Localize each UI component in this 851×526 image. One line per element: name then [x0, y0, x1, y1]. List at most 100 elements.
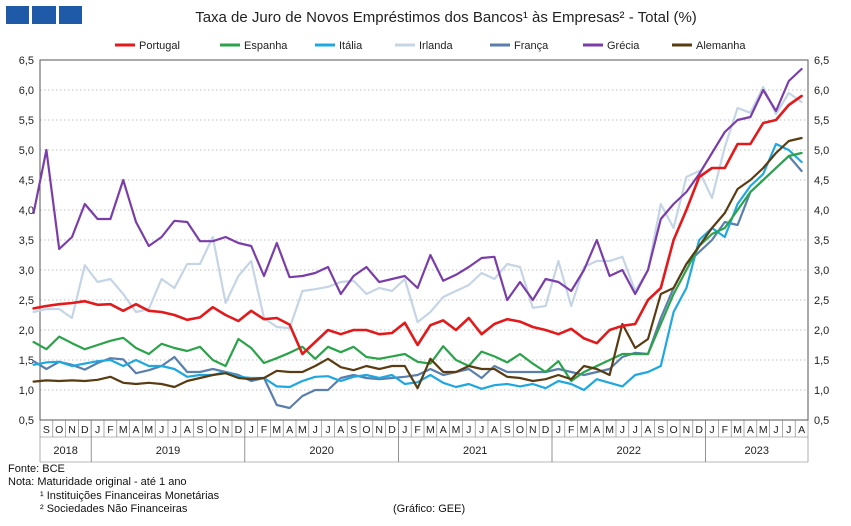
year-label: 2022 — [617, 445, 641, 457]
y-tick-label-left: 6,0 — [19, 85, 34, 97]
chart-legend: Portugal Espanha Itália Irlanda França Grécia… — [115, 40, 746, 52]
legend-label: Irlanda — [419, 40, 454, 52]
y-tick-label-right: 1,5 — [814, 355, 829, 367]
month-tick-label: M — [119, 424, 128, 436]
month-tick-label: N — [68, 424, 76, 436]
y-tick-label-right: 4,0 — [814, 205, 829, 217]
month-tick-label: A — [491, 424, 498, 436]
month-tick-label: J — [633, 424, 638, 436]
year-label: 2019 — [156, 445, 180, 457]
y-tick-label-left: 1,5 — [19, 355, 34, 367]
y-tick-label-left: 0,5 — [19, 415, 34, 427]
month-tick-label: J — [402, 424, 407, 436]
month-tick-label: M — [733, 424, 742, 436]
month-tick-label: O — [670, 424, 678, 436]
footnote-1: ¹ Instituições Financeiras Monetárias — [40, 490, 220, 502]
y-tick-label-left: 2,5 — [19, 295, 34, 307]
month-tick-label: J — [620, 424, 625, 436]
month-tick-label: A — [286, 424, 293, 436]
month-tick-label: A — [798, 424, 805, 436]
month-tick-label: J — [709, 424, 714, 436]
series-line-itália — [32, 142, 803, 392]
series-line-frança — [32, 154, 803, 410]
y-tick-label-right: 2,0 — [814, 325, 829, 337]
y-tick-label-left: 5,5 — [19, 115, 34, 127]
y-tick-label-right: 6,5 — [814, 55, 829, 67]
month-tick-label: D — [695, 424, 703, 436]
month-tick-label: M — [580, 424, 589, 436]
year-label: 2023 — [745, 445, 769, 457]
gee-logo — [6, 6, 82, 24]
y-tick-label-left: 2,0 — [19, 325, 34, 337]
year-label: 2018 — [53, 445, 77, 457]
month-tick-label: D — [542, 424, 550, 436]
legend-label: Portugal — [139, 40, 180, 52]
series-line-alemanha — [32, 136, 803, 390]
y-tick-label-left: 1,0 — [19, 385, 34, 397]
legend-label: Alemanha — [696, 40, 746, 52]
month-tick-label: J — [95, 424, 100, 436]
month-tick-label: M — [272, 424, 281, 436]
month-tick-label: D — [81, 424, 89, 436]
series-line-portugal — [32, 94, 803, 356]
month-tick-label: J — [249, 424, 254, 436]
series-line-grécia — [32, 67, 803, 302]
chart-series — [32, 67, 803, 410]
month-tick-label: A — [440, 424, 447, 436]
legend-label: França — [514, 40, 549, 52]
month-tick-label: S — [196, 424, 203, 436]
month-tick-label: S — [350, 424, 357, 436]
y-tick-label-right: 6,0 — [814, 85, 829, 97]
month-tick-label: O — [516, 424, 524, 436]
y-tick-label-right: 0,5 — [814, 415, 829, 427]
month-tick-label: D — [235, 424, 243, 436]
month-tick-label: O — [362, 424, 370, 436]
y-tick-label-left: 3,0 — [19, 265, 34, 277]
chart-title: Taxa de Juro de Novos Empréstimos dos Ba… — [195, 9, 697, 26]
chart-axes: 0,5 0,5 1,0 1,0 1,5 1,5 2,0 2,0 2,5 2,5 3,0 3,0 3,5 3… — [19, 55, 829, 463]
month-tick-label: S — [504, 424, 511, 436]
month-tick-label: F — [261, 424, 267, 436]
month-tick-label: J — [313, 424, 318, 436]
series-line-espanha — [32, 151, 803, 383]
legend-label: Itália — [339, 40, 363, 52]
month-tick-label: A — [644, 424, 651, 436]
month-tick-label: A — [747, 424, 754, 436]
year-label: 2021 — [463, 445, 487, 457]
y-tick-label-left: 6,5 — [19, 55, 34, 67]
month-tick-label: A — [132, 424, 139, 436]
y-tick-label-right: 5,5 — [814, 115, 829, 127]
month-tick-label: O — [55, 424, 63, 436]
y-tick-label-left: 4,0 — [19, 205, 34, 217]
footnote-2: ² Sociedades Não Financeiras — [40, 503, 188, 515]
month-tick-label: M — [759, 424, 768, 436]
month-tick-label: F — [568, 424, 574, 436]
month-tick-label: J — [479, 424, 484, 436]
source-note: Fonte: BCE — [8, 463, 65, 475]
month-tick-label: N — [375, 424, 383, 436]
y-tick-label-left: 3,5 — [19, 235, 34, 247]
month-tick-label: A — [337, 424, 344, 436]
legend-label: Espanha — [244, 40, 288, 52]
maturity-note: Nota: Maturidade original - até 1 ano — [8, 476, 187, 488]
year-label: 2020 — [309, 445, 333, 457]
month-tick-label: M — [426, 424, 435, 436]
y-tick-label-right: 5,0 — [814, 145, 829, 157]
month-tick-label: J — [773, 424, 778, 436]
y-tick-label-left: 5,0 — [19, 145, 34, 157]
month-tick-label: M — [452, 424, 461, 436]
month-tick-label: F — [414, 424, 420, 436]
month-tick-label: J — [159, 424, 164, 436]
month-tick-label: S — [657, 424, 664, 436]
month-tick-label: J — [172, 424, 177, 436]
month-tick-label: J — [556, 424, 561, 436]
series-line-irlanda — [32, 85, 803, 330]
y-tick-label-right: 1,0 — [814, 385, 829, 397]
y-tick-label-left: 4,5 — [19, 175, 34, 187]
month-tick-label: A — [184, 424, 191, 436]
month-tick-label: F — [722, 424, 728, 436]
month-tick-label: S — [43, 424, 50, 436]
month-tick-label: O — [209, 424, 217, 436]
month-tick-label: J — [786, 424, 791, 436]
